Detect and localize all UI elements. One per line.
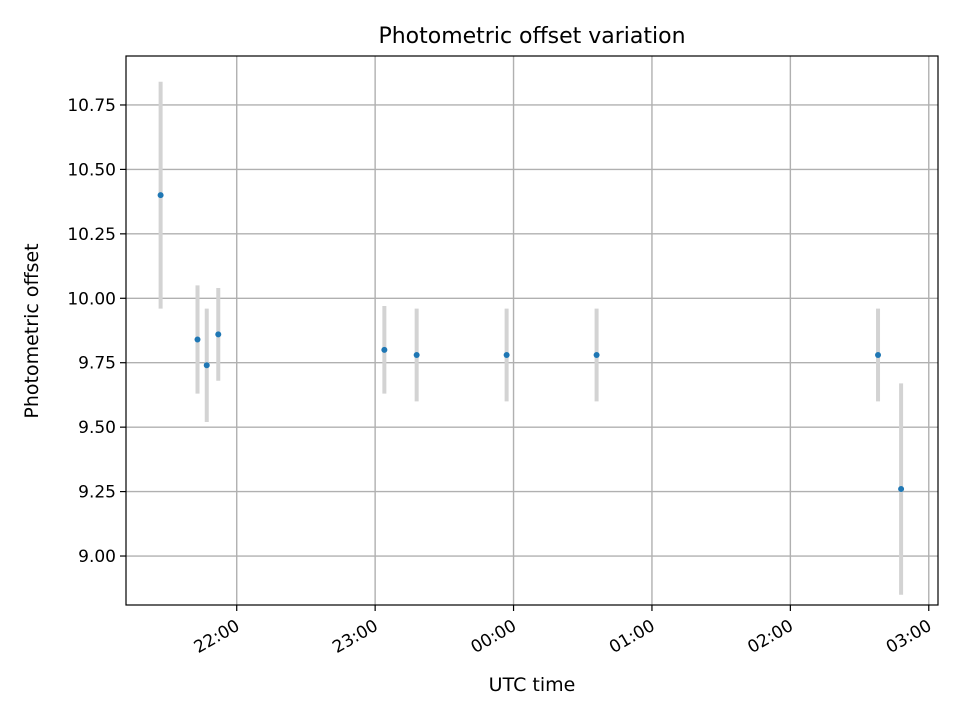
chart-title: Photometric offset variation <box>378 24 685 49</box>
y-tick-label: 9.50 <box>78 418 116 438</box>
y-axis-label: Photometric offset <box>21 243 43 418</box>
data-point <box>413 351 420 358</box>
y-tick-label: 9.00 <box>78 547 116 567</box>
y-tick-label: 9.75 <box>78 354 116 374</box>
y-tick-label: 10.25 <box>67 225 116 245</box>
data-points <box>157 192 905 493</box>
data-point <box>898 486 905 493</box>
y-tick-label: 9.25 <box>78 483 116 503</box>
data-point <box>157 192 164 199</box>
y-axis-ticks: 9.00 9.25 9.50 9.75 10.00 10.25 10.50 10.75 <box>67 96 126 567</box>
data-point <box>194 336 201 343</box>
data-point <box>203 362 210 369</box>
data-point <box>503 351 510 358</box>
data-point <box>875 351 882 358</box>
data-point <box>215 331 222 338</box>
data-point <box>593 351 600 358</box>
data-point <box>381 346 388 353</box>
x-axis-label: UTC time <box>489 674 576 696</box>
y-tick-label: 10.75 <box>67 96 116 116</box>
plot-frame <box>125 55 939 606</box>
y-tick-label: 10.00 <box>67 289 116 309</box>
y-tick-label: 10.50 <box>67 160 116 180</box>
grid <box>126 56 938 605</box>
